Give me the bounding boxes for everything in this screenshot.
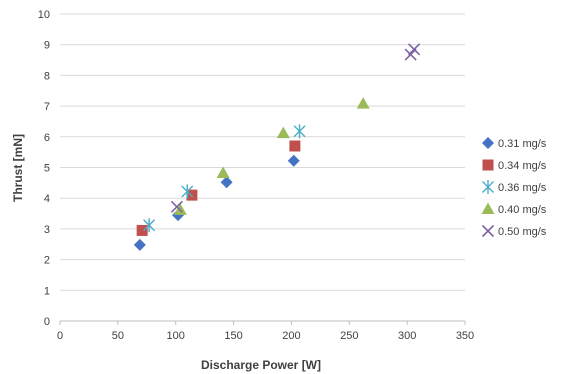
data-point-series-4 xyxy=(404,48,417,61)
y-tick-label: 8 xyxy=(44,70,50,82)
data-point-series-3 xyxy=(173,203,187,215)
data-point-series-0 xyxy=(220,176,233,189)
x-tick-label: 200 xyxy=(282,330,300,342)
data-point-series-2 xyxy=(143,218,156,233)
legend-marker xyxy=(481,224,495,238)
legend-marker xyxy=(482,180,494,194)
legend-label: 0.36 mg/s xyxy=(498,182,547,194)
x-tick-label: 250 xyxy=(340,330,358,342)
x-axis-title: Discharge Power [W] xyxy=(201,358,321,372)
grid-lines xyxy=(60,13,465,291)
data-point-series-2 xyxy=(293,124,306,139)
y-tick-label: 10 xyxy=(38,9,50,21)
x-tick-label: 150 xyxy=(224,330,242,342)
y-tick-label: 7 xyxy=(44,101,50,113)
y-tick-label: 2 xyxy=(44,255,50,267)
y-tick-label: 3 xyxy=(44,224,50,236)
y-tick-label: 5 xyxy=(44,163,50,175)
x-tick-label: 300 xyxy=(398,330,416,342)
x-tick-label: 350 xyxy=(456,330,474,342)
y-tick-label: 6 xyxy=(44,132,50,144)
y-tick-label: 1 xyxy=(44,285,50,297)
legend-marker xyxy=(482,159,494,171)
y-tick-label: 9 xyxy=(44,40,50,52)
data-point-series-0 xyxy=(287,154,300,167)
x-tick-label: 50 xyxy=(112,330,124,342)
data-point-series-3 xyxy=(216,166,230,179)
data-points xyxy=(133,43,421,251)
data-point-series-2 xyxy=(181,184,194,199)
x-tick-label: 100 xyxy=(167,330,185,342)
legend-label: 0.40 mg/s xyxy=(498,204,547,216)
y-tick-label: 4 xyxy=(44,193,50,205)
data-point-series-0 xyxy=(133,238,146,251)
legend: 0.31 mg/s 0.34 mg/s 0.36 mg/s 0.40 mg/s 0.50… xyxy=(481,137,547,238)
legend-marker xyxy=(481,202,495,214)
data-point-series-4 xyxy=(170,200,183,213)
legend-marker xyxy=(482,137,494,149)
data-point-series-1 xyxy=(289,140,301,152)
legend-label: 0.34 mg/s xyxy=(498,160,547,172)
legend-label: 0.50 mg/s xyxy=(498,226,547,238)
data-point-series-3 xyxy=(276,126,290,139)
y-tick-label: 0 xyxy=(44,316,50,328)
data-point-series-1 xyxy=(136,224,148,236)
x-tick-label: 0 xyxy=(57,330,63,342)
data-point-series-3 xyxy=(356,97,370,109)
data-point-series-4 xyxy=(408,43,421,56)
legend-label: 0.31 mg/s xyxy=(498,138,547,150)
y-axis-title: Thrust [mN] xyxy=(11,134,25,202)
axes xyxy=(59,320,466,325)
